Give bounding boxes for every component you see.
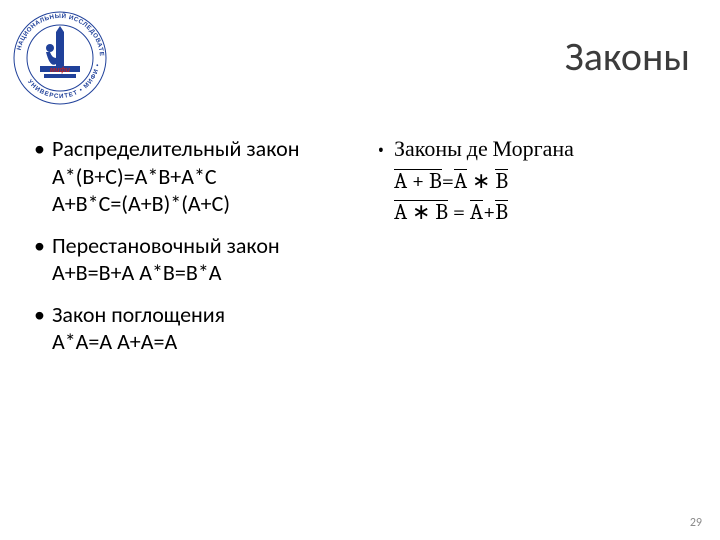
bullet-title: Закон поглощения <box>52 301 348 329</box>
bullet-title: Распределительный закон <box>52 135 348 163</box>
right-bullet-list: Законы де Моргана A + B=A ∗ B A ∗ B = A+… <box>372 135 690 228</box>
left-column: Распределительный закон A*(B+C)=A*B+A*C … <box>30 135 348 370</box>
overline: B <box>495 169 508 192</box>
list-item: Закон поглощения A*A=A A+A=A <box>30 301 348 356</box>
overline: A <box>470 200 483 223</box>
page-number: 29 <box>690 516 702 530</box>
overline: A + B <box>394 169 442 192</box>
overline: B <box>495 200 508 223</box>
formula-line: A+B=B+A A*B=B*A <box>52 259 348 287</box>
formula-line: A+B*C=(A+B)*(A+C) <box>52 190 348 218</box>
formula-line: A*(B+C)=A*B+A*C <box>52 163 348 191</box>
svg-text:мифи: мифи <box>50 67 71 74</box>
operator: + <box>483 199 495 225</box>
overline: A ∗ B <box>394 200 448 223</box>
right-column: Законы де Моргана A + B=A ∗ B A ∗ B = A+… <box>372 135 690 370</box>
list-item: Перестановочный закон A+B=B+A A*B=B*A <box>30 232 348 287</box>
left-bullet-list: Распределительный закон A*(B+C)=A*B+A*C … <box>30 135 348 356</box>
formula-line: A*A=A A+A=A <box>52 328 348 356</box>
list-item: Распределительный закон A*(B+C)=A*B+A*C … <box>30 135 348 218</box>
bullet-title: Перестановочный закон <box>52 232 348 260</box>
demorgan-equation: A + B=A ∗ B <box>394 167 690 197</box>
slide-title: Законы <box>565 32 690 81</box>
equals-sign: = <box>448 199 470 225</box>
overline: A <box>454 169 467 192</box>
content-columns: Распределительный закон A*(B+C)=A*B+A*C … <box>30 135 690 370</box>
equals-sign: = <box>442 168 454 194</box>
demorgan-equation: A ∗ B = A+B <box>394 198 690 228</box>
bullet-title: Законы де Моргана <box>394 135 690 165</box>
list-item: Законы де Моргана A + B=A ∗ B A ∗ B = A+… <box>372 135 690 228</box>
university-logo: НАЦИОНАЛЬНЫЙ ИССЛЕДОВАТЕЛЬСКИЙ ЯДЕРНЫЙ У… <box>10 8 110 108</box>
operator: ∗ <box>467 168 495 194</box>
